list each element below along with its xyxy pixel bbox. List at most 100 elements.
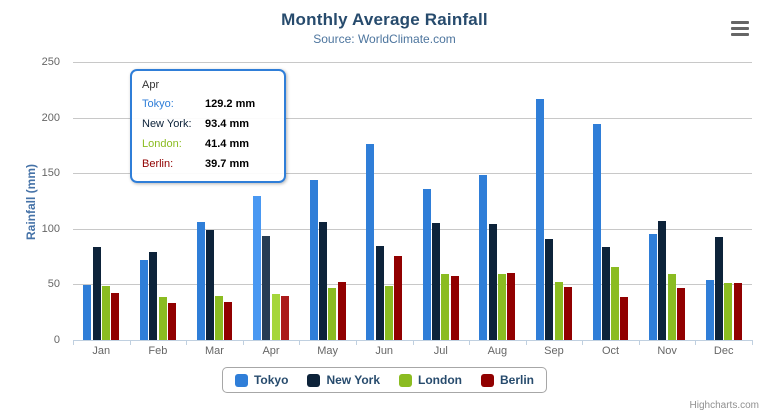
legend-item-new-york[interactable]: New York xyxy=(307,373,380,387)
bar-london-apr[interactable] xyxy=(271,293,280,340)
bar-new-york-dec[interactable] xyxy=(715,237,724,340)
bar-tokyo-oct[interactable] xyxy=(592,124,601,340)
tooltip-series-label: Tokyo: xyxy=(142,98,174,110)
legend-label: New York xyxy=(326,373,381,387)
bar-tokyo-jan[interactable] xyxy=(83,284,92,340)
bar-new-york-jul[interactable] xyxy=(432,223,441,340)
legend-label: Tokyo xyxy=(253,373,289,387)
legend-item-berlin[interactable]: Berlin xyxy=(481,373,534,387)
bar-tokyo-feb[interactable] xyxy=(139,260,148,340)
y-axis-label: 150 xyxy=(41,167,60,180)
y-axis-label: 250 xyxy=(41,56,60,68)
legend-swatch-icon xyxy=(234,373,248,387)
legend-label: London xyxy=(418,373,462,387)
x-axis-label-may: May xyxy=(317,345,338,357)
bar-berlin-dec[interactable] xyxy=(733,283,742,340)
bar-berlin-jul[interactable] xyxy=(450,276,459,340)
tooltip-row-tokyo: Tokyo: 129.2 mm xyxy=(142,94,274,114)
bar-tokyo-aug[interactable] xyxy=(479,174,488,340)
bar-london-dec[interactable] xyxy=(724,283,733,340)
bar-berlin-apr[interactable] xyxy=(280,295,289,340)
y-axis-title: Rainfall (mm) xyxy=(24,164,38,241)
bar-tokyo-jun[interactable] xyxy=(366,144,375,340)
bar-london-jan[interactable] xyxy=(101,285,110,340)
legend-item-tokyo[interactable]: Tokyo xyxy=(234,373,289,387)
bar-berlin-jan[interactable] xyxy=(111,292,120,340)
x-axis-label-feb: Feb xyxy=(148,345,168,357)
x-axis-tick xyxy=(412,340,414,345)
x-axis-tick xyxy=(582,340,584,345)
bar-london-jun[interactable] xyxy=(384,286,393,340)
x-axis-tick xyxy=(695,340,697,345)
bar-new-york-oct[interactable] xyxy=(601,247,610,340)
x-axis-tick xyxy=(186,340,188,345)
bar-berlin-jun[interactable] xyxy=(394,256,403,340)
x-axis-label-mar: Mar xyxy=(204,345,224,357)
bar-new-york-may[interactable] xyxy=(318,222,327,340)
legend-swatch-icon xyxy=(307,373,321,387)
chart-title: Monthly Average Rainfall xyxy=(281,10,488,29)
bar-london-jul[interactable] xyxy=(441,274,450,340)
bar-tokyo-apr[interactable] xyxy=(253,196,262,340)
x-axis-label-jul: Jul xyxy=(433,345,448,357)
credits-link[interactable]: Highcharts.com xyxy=(689,400,759,411)
x-axis-label-sep: Sep xyxy=(544,345,564,357)
y-axis-label: 0 xyxy=(53,334,60,346)
bar-berlin-sep[interactable] xyxy=(563,287,572,340)
bar-new-york-jan[interactable] xyxy=(92,247,101,340)
bar-new-york-apr[interactable] xyxy=(262,236,271,340)
x-axis-tick xyxy=(525,340,527,345)
x-axis-label-apr: Apr xyxy=(262,345,280,357)
legend-swatch-icon xyxy=(399,373,413,387)
x-axis-tick xyxy=(752,340,753,345)
bar-berlin-nov[interactable] xyxy=(677,287,686,340)
x-axis-tick xyxy=(469,340,471,345)
bar-berlin-may[interactable] xyxy=(337,281,346,340)
bar-tokyo-nov[interactable] xyxy=(649,233,658,340)
hamburger-menu-icon[interactable] xyxy=(731,21,749,36)
legend-label: Berlin xyxy=(500,373,535,387)
tooltip-row-london: London: 41.4 mm xyxy=(142,134,274,154)
bar-london-mar[interactable] xyxy=(215,296,224,340)
x-axis-tick xyxy=(638,340,640,345)
bar-london-oct[interactable] xyxy=(611,267,620,340)
x-axis-label-aug: Aug xyxy=(487,345,508,357)
gridline xyxy=(73,117,752,119)
legend-swatch-icon xyxy=(481,373,494,387)
bar-tokyo-mar[interactable] xyxy=(196,221,205,340)
tooltip-series-value: 41.4 mm xyxy=(205,138,250,150)
tooltip-row-newyork: New York: 93.4 mm xyxy=(142,114,274,134)
bar-london-may[interactable] xyxy=(328,287,337,340)
tooltip-series-label: New York: xyxy=(142,118,192,130)
bar-new-york-mar[interactable] xyxy=(205,230,214,340)
tooltip: Apr Tokyo: 129.2 mm New York: 93.4 mm London… xyxy=(130,69,286,183)
x-axis-tick xyxy=(242,340,244,345)
bar-berlin-oct[interactable] xyxy=(620,296,629,340)
tooltip-series-value: 39.7 mm xyxy=(205,158,250,170)
bar-london-sep[interactable] xyxy=(554,281,563,340)
bar-new-york-aug[interactable] xyxy=(488,224,497,340)
bar-london-nov[interactable] xyxy=(667,274,676,340)
x-axis-tick xyxy=(299,340,301,345)
bar-tokyo-sep[interactable] xyxy=(536,99,544,340)
legend-item-london[interactable]: London xyxy=(399,373,462,387)
tooltip-row-berlin: Berlin: 39.7 mm xyxy=(142,154,274,174)
bar-berlin-feb[interactable] xyxy=(167,303,176,340)
bar-new-york-feb[interactable] xyxy=(149,252,158,340)
gridline xyxy=(73,62,752,63)
bar-tokyo-dec[interactable] xyxy=(705,279,714,340)
bar-tokyo-may[interactable] xyxy=(309,179,318,340)
bar-new-york-sep[interactable] xyxy=(545,238,554,340)
bar-london-aug[interactable] xyxy=(498,273,507,340)
bar-berlin-mar[interactable] xyxy=(224,301,233,340)
x-axis-label-nov: Nov xyxy=(657,345,677,357)
bar-new-york-nov[interactable] xyxy=(658,221,667,340)
bar-new-york-jun[interactable] xyxy=(375,246,384,340)
bar-london-feb[interactable] xyxy=(158,296,167,340)
x-axis-tick xyxy=(73,340,74,345)
tooltip-series-value: 129.2 mm xyxy=(205,98,256,110)
bar-tokyo-jul[interactable] xyxy=(422,189,431,340)
bar-berlin-aug[interactable] xyxy=(507,272,516,340)
tooltip-header: Apr xyxy=(142,79,160,91)
